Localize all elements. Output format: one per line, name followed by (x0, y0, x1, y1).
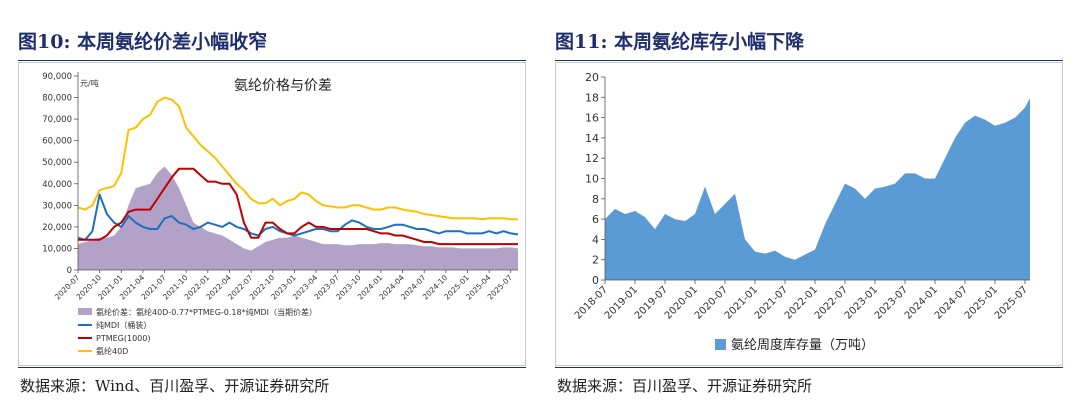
series-area-inventory (605, 98, 1030, 280)
chart-frame (18, 62, 526, 366)
y-tick-label: 4 (592, 233, 599, 246)
spandex-price-spread-chart: 氨纶价格与价差 元/吨 0 10,000 20,000 30,000 40,000 50,00… (18, 62, 526, 366)
series-line-ptmeg (78, 167, 518, 246)
y-tick-label: 20,000 (42, 223, 72, 233)
y-tick-label: 20 (585, 71, 599, 84)
series-line-mdi (77, 193, 519, 241)
y-tick-label: 16 (585, 112, 599, 125)
series-area-spread (78, 166, 518, 270)
legend-swatch (715, 339, 726, 350)
figure-10-panel: 图10: 本周氨纶价差小幅收窄 氨纶价格与价差 元/吨 0 10,000 20,000 3… (18, 0, 538, 415)
figure-number: 图10: (18, 31, 71, 53)
legend-label: 氨纶价差：氨纶40D-0.77*PTMEG-0.18*纯MDI（当期价差） (96, 307, 317, 317)
y-tick-label: 0 (592, 274, 599, 287)
y-tick-label: 10,000 (42, 244, 72, 254)
y-tick-label: 30,000 (42, 201, 72, 211)
y-tick-label: 14 (585, 132, 599, 145)
legend-swatch (78, 308, 92, 315)
figure-title: 图11: 本周氨纶库存小幅下降 (555, 27, 804, 54)
source-rule (555, 367, 1063, 368)
y-tick-label: 2 (592, 254, 599, 267)
series-line-a40d (77, 96, 518, 221)
y-unit-label: 元/吨 (80, 78, 99, 88)
x-tick-label: 2025-07 (993, 284, 1030, 321)
spandex-inventory-chart: 024681012141618202018-072019-012019-0720… (555, 62, 1063, 366)
legend-label: 纯MDI（桶装） (96, 320, 151, 330)
figure-number: 图11: (555, 31, 608, 53)
y-tick-label: 12 (585, 152, 599, 165)
chart-title: 氨纶价格与价差 (234, 78, 332, 94)
figure-title-text: 本周氨纶库存小幅下降 (614, 31, 805, 53)
y-tick-label: 50,000 (42, 158, 72, 168)
legend-label: 氨纶周度库存量（万吨） (731, 337, 874, 353)
y-tick-label: 18 (585, 91, 599, 104)
title-rule (18, 60, 526, 61)
chart-frame (555, 62, 1063, 366)
legend-label: 氨纶40D (96, 346, 128, 356)
y-tick-label: 80,000 (42, 94, 72, 104)
legend-label: PTMEG(1000) (96, 334, 150, 343)
figure-11-panel: 图11: 本周氨纶库存小幅下降 0 2 4 6 8 10 12 14 16 18 20 2018-07… (555, 0, 1075, 415)
y-tick-label: 6 (592, 213, 599, 226)
source-note: 数据来源：百川盈孚、开源证券研究所 (557, 377, 813, 395)
y-tick-label: 60,000 (42, 137, 72, 147)
source-rule (18, 367, 526, 368)
y-tick-label: 40,000 (42, 180, 72, 190)
y-tick-label: 8 (592, 193, 599, 206)
y-tick-label: 10 (585, 173, 599, 186)
y-tick-label: 0 (67, 266, 72, 276)
y-tick-label: 70,000 (42, 115, 72, 125)
figure-title-text: 本周氨纶价差小幅收窄 (77, 31, 268, 53)
title-rule (555, 60, 1063, 61)
y-tick-label: 90,000 (42, 72, 72, 82)
figure-title: 图10: 本周氨纶价差小幅收窄 (18, 27, 267, 54)
source-note: 数据来源：Wind、百川盈孚、开源证券研究所 (20, 377, 330, 395)
